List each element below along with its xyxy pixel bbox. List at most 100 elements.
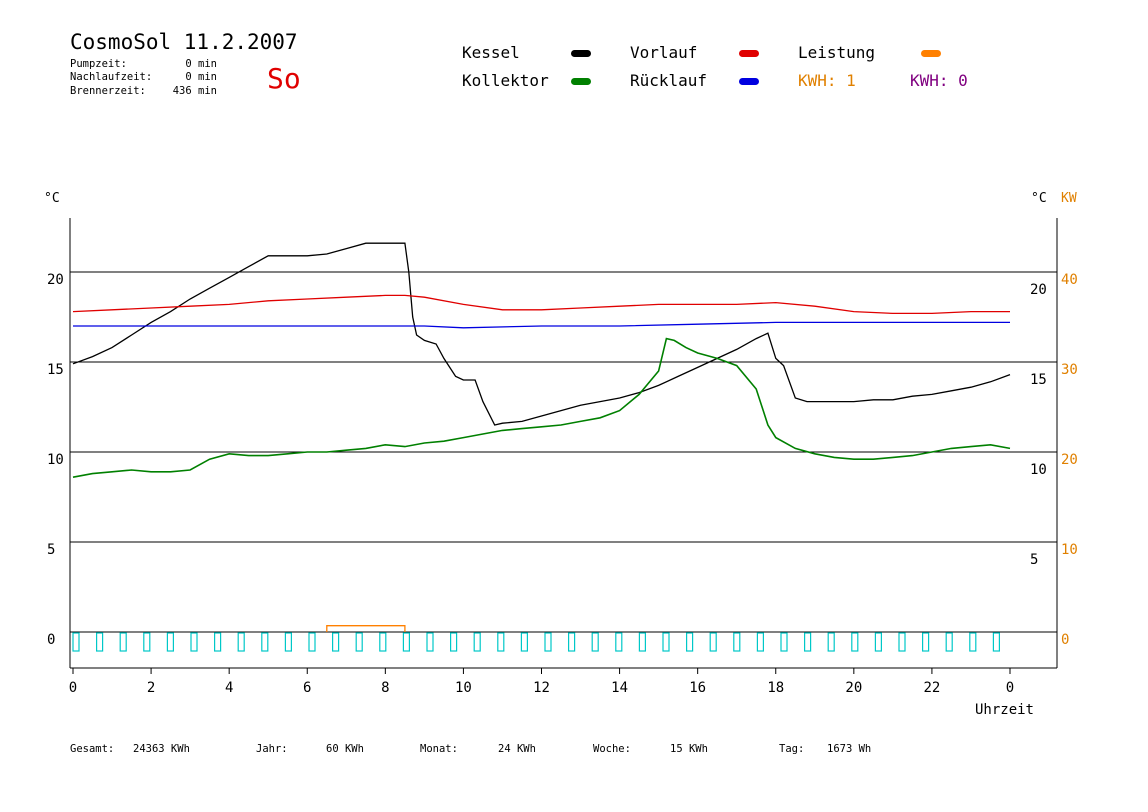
info-value-nachlaufzeit: 0 min bbox=[185, 71, 217, 83]
footer-jahr-value: 60 KWh bbox=[326, 743, 364, 755]
footer-tag-label: Tag: bbox=[779, 743, 805, 755]
pump-cycle-mark bbox=[756, 632, 765, 652]
y-left-tick-label: 15 bbox=[47, 362, 64, 378]
pump-cycle-mark bbox=[355, 632, 363, 652]
y-right2-tick-label: 0 bbox=[1061, 632, 1069, 648]
pump-cycle-mark bbox=[544, 632, 552, 652]
series-line-kessel bbox=[72, 242, 1011, 426]
x-tick-label: 22 bbox=[923, 680, 940, 696]
info-value-pumpzeit: 0 min bbox=[185, 58, 217, 70]
pump-cycle-mark bbox=[992, 632, 1001, 652]
pump-cycle-mark bbox=[898, 632, 906, 652]
y-left-tick-label: 10 bbox=[47, 452, 64, 468]
pump-cycle-mark bbox=[709, 632, 717, 652]
pump-cycle-mark bbox=[332, 632, 340, 652]
series-line-leistung bbox=[326, 625, 406, 632]
pump-cycle-mark bbox=[308, 632, 316, 652]
pump-cycle-mark bbox=[497, 632, 505, 652]
x-tick-label: 10 bbox=[455, 680, 472, 696]
pump-cycle-mark bbox=[851, 632, 859, 652]
legend-swatch-leistung bbox=[921, 50, 941, 57]
pump-cycle-mark bbox=[803, 632, 812, 652]
pump-cycle-mark bbox=[874, 632, 883, 652]
y-left-tick-label: 5 bbox=[47, 542, 55, 558]
y-left-tick-label: 20 bbox=[47, 272, 64, 288]
pump-cycle-mark bbox=[520, 632, 529, 652]
pump-cycle-mark bbox=[969, 632, 977, 652]
x-tick-label: 0 bbox=[69, 680, 77, 696]
y-right2-tick-label: 10 bbox=[1061, 542, 1078, 558]
footer-monat-value: 24 KWh bbox=[498, 743, 536, 755]
footer-woche-value: 15 KWh bbox=[670, 743, 708, 755]
pump-cycle-mark bbox=[379, 632, 387, 652]
y-right-tick-label: 5 bbox=[1030, 552, 1038, 568]
pump-cycle-mark bbox=[615, 632, 623, 652]
footer-jahr-label: Jahr: bbox=[256, 743, 288, 755]
pump-cycle-mark bbox=[190, 632, 198, 652]
pump-cycle-mark bbox=[72, 632, 80, 652]
legend-swatch-vorlauf bbox=[739, 50, 759, 57]
y-right-unit: °C bbox=[1031, 191, 1047, 206]
legend-label-leistung: Leistung bbox=[798, 43, 876, 62]
x-tick-label: 16 bbox=[689, 680, 706, 696]
x-tick-label: 20 bbox=[845, 680, 862, 696]
y-right2-tick-label: 30 bbox=[1061, 362, 1078, 378]
y-right2-tick-label: 40 bbox=[1061, 272, 1078, 288]
legend-label-kessel: Kessel bbox=[462, 43, 520, 62]
pump-cycle-mark bbox=[95, 632, 104, 652]
y-right2-tick-label: 20 bbox=[1061, 452, 1078, 468]
legend-swatch-kessel bbox=[571, 50, 591, 57]
series-line-kollektor bbox=[72, 337, 1011, 478]
legend-label-kollektor: Kollektor bbox=[462, 71, 549, 90]
legend-kwh-1: KWH: 1 bbox=[798, 71, 856, 90]
legend-label-vorlauf: Vorlauf bbox=[630, 43, 698, 62]
x-tick-label: 8 bbox=[381, 680, 389, 696]
x-tick-label: 12 bbox=[533, 680, 550, 696]
footer-gesamt-label: Gesamt: bbox=[70, 743, 115, 755]
pump-cycle-mark bbox=[237, 632, 245, 652]
footer-tag-value: 1673 Wh bbox=[827, 743, 872, 755]
info-value-brennerzeit: 436 min bbox=[172, 85, 217, 97]
x-axis-label: Uhrzeit bbox=[975, 702, 1034, 718]
pump-cycle-mark bbox=[143, 632, 151, 652]
x-tick-label: 6 bbox=[303, 680, 311, 696]
pump-cycle-mark bbox=[567, 632, 576, 652]
x-tick-label: 2 bbox=[147, 680, 155, 696]
series-line-vorlauf bbox=[72, 294, 1010, 315]
pump-cycle-mark bbox=[733, 632, 741, 652]
pump-cycle-mark bbox=[119, 632, 127, 652]
pump-cycle-mark bbox=[827, 632, 835, 652]
pump-cycle-mark bbox=[921, 632, 930, 652]
chart-title: CosmoSol 11.2.2007 bbox=[70, 30, 298, 54]
pump-cycle-mark bbox=[780, 632, 788, 652]
x-tick-label: 18 bbox=[767, 680, 784, 696]
footer-gesamt-value: 24363 KWh bbox=[133, 743, 190, 755]
legend-label-ruecklauf: Rücklauf bbox=[630, 71, 708, 90]
info-label-pumpzeit: Pumpzeit: bbox=[70, 58, 127, 70]
legend-swatch-kollektor bbox=[571, 78, 591, 85]
weekday-label: So bbox=[267, 62, 301, 95]
y-right-tick-label: 20 bbox=[1030, 282, 1047, 298]
y-right-tick-label: 15 bbox=[1030, 372, 1047, 388]
pump-cycle-mark bbox=[685, 632, 694, 652]
info-label-nachlaufzeit: Nachlaufzeit: bbox=[70, 71, 153, 83]
pump-cycle-mark bbox=[450, 632, 458, 652]
legend-swatch-ruecklauf bbox=[739, 78, 759, 85]
pump-cycle-mark bbox=[473, 632, 481, 652]
pump-cycle-mark bbox=[945, 632, 953, 652]
x-tick-label: 4 bbox=[225, 680, 233, 696]
pump-cycle-mark bbox=[638, 632, 647, 652]
footer-woche-label: Woche: bbox=[593, 743, 631, 755]
legend-kwh-0: KWH: 0 bbox=[910, 71, 968, 90]
pump-cycle-mark bbox=[402, 632, 410, 652]
pump-cycle-mark bbox=[166, 632, 174, 652]
pump-cycle-mark bbox=[261, 632, 269, 652]
y-right2-unit: KW bbox=[1061, 191, 1077, 206]
y-left-tick-label: 0 bbox=[47, 632, 55, 648]
pump-cycle-mark bbox=[426, 632, 434, 652]
info-label-brennerzeit: Brennerzeit: bbox=[70, 85, 146, 97]
x-tick-label: 0 bbox=[1006, 680, 1014, 696]
pump-cycle-mark bbox=[591, 632, 599, 652]
y-left-unit: °C bbox=[44, 191, 60, 206]
